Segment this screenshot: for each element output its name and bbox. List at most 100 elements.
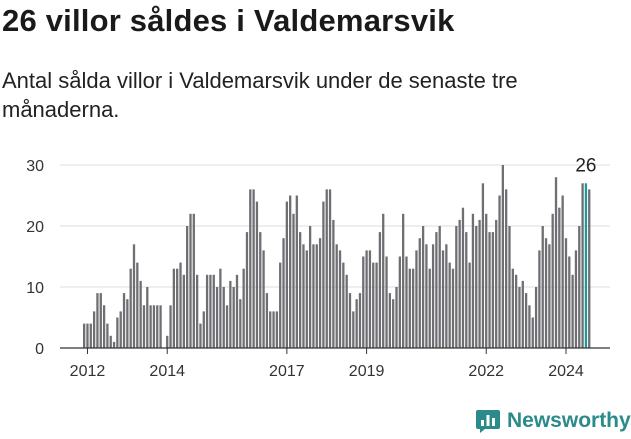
bar <box>358 293 362 348</box>
bar <box>338 250 342 348</box>
bar <box>368 250 372 348</box>
bar <box>571 274 574 348</box>
bar <box>411 268 415 348</box>
bar <box>92 311 96 348</box>
bar <box>219 268 222 348</box>
bar <box>102 305 106 348</box>
bar <box>209 274 212 348</box>
y-tick-label: 30 <box>26 158 44 175</box>
bar <box>392 299 395 348</box>
bar <box>395 287 398 348</box>
bar <box>315 244 318 348</box>
bar <box>491 232 495 348</box>
bar <box>378 232 382 348</box>
bar <box>335 244 338 348</box>
bar <box>458 219 461 348</box>
bar <box>245 232 249 348</box>
brand-logo: Newsworthy <box>475 408 631 434</box>
x-tick-label: 2022 <box>468 363 504 380</box>
bar-chart-bubble-icon <box>476 410 500 433</box>
bar <box>89 323 92 348</box>
bar <box>455 226 458 348</box>
bar <box>116 317 119 348</box>
bar <box>551 213 554 348</box>
bar <box>146 287 149 348</box>
bar <box>96 293 99 348</box>
bar <box>475 226 478 348</box>
bar <box>225 305 229 348</box>
x-tick-label: 2024 <box>548 363 584 380</box>
bar <box>272 311 275 348</box>
bar <box>405 256 408 348</box>
bar <box>355 299 358 348</box>
bar <box>501 165 504 348</box>
bar <box>152 305 156 348</box>
bar <box>299 232 302 348</box>
bar <box>588 189 591 348</box>
bar <box>179 262 182 348</box>
bar <box>212 274 215 348</box>
bar <box>189 213 192 348</box>
bar <box>129 268 132 348</box>
bar <box>498 195 501 348</box>
bar <box>544 238 548 348</box>
bar <box>554 177 558 348</box>
bar <box>269 311 272 348</box>
bar <box>312 244 315 348</box>
bar <box>461 207 465 348</box>
bar <box>109 335 112 348</box>
bar <box>119 311 122 348</box>
bar <box>136 262 139 348</box>
bar <box>262 250 265 348</box>
bar <box>388 293 392 348</box>
x-tick-label: 2017 <box>269 363 305 380</box>
highlight-data-label: 26 <box>575 155 596 176</box>
bar <box>159 305 162 348</box>
bar <box>305 250 308 348</box>
bar <box>568 256 571 348</box>
bar <box>106 323 109 348</box>
bar <box>352 311 355 348</box>
bar <box>222 287 225 348</box>
bar <box>564 238 568 348</box>
bar <box>325 189 328 348</box>
y-tick-label: 10 <box>26 280 44 297</box>
x-tick-label: 2019 <box>349 363 385 380</box>
bar <box>398 256 401 348</box>
bar <box>285 201 288 348</box>
bar <box>448 262 451 348</box>
bar <box>83 323 86 348</box>
bar <box>581 183 584 348</box>
bar <box>521 280 524 348</box>
bar <box>528 305 531 348</box>
x-tick-label: 2014 <box>149 363 185 380</box>
bar <box>235 274 239 348</box>
bar <box>508 226 511 348</box>
bar <box>445 244 448 348</box>
bar <box>149 305 152 348</box>
page-title: 26 villor såldes i Valdemarsvik <box>2 3 455 38</box>
bar <box>578 226 581 348</box>
bar <box>438 226 441 348</box>
bar <box>418 238 421 348</box>
bar <box>511 268 514 348</box>
bar <box>415 250 418 348</box>
bar <box>561 195 564 348</box>
bar <box>232 287 235 348</box>
y-tick-label: 20 <box>26 219 44 236</box>
bar <box>428 268 431 348</box>
bar <box>518 287 521 348</box>
bar <box>342 262 345 348</box>
bar-highlight <box>584 183 588 348</box>
bar <box>142 305 146 348</box>
bar <box>505 189 508 348</box>
bar <box>365 250 368 348</box>
bar <box>534 287 538 348</box>
bar <box>229 280 232 348</box>
bar <box>485 213 488 348</box>
bar <box>471 213 475 348</box>
bar <box>215 287 219 348</box>
bar <box>574 250 578 348</box>
bar <box>451 268 455 348</box>
